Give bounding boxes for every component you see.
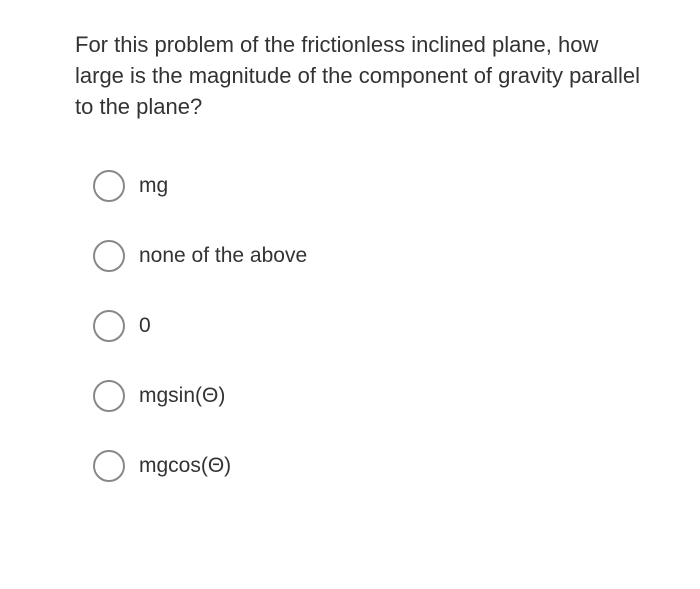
option-1[interactable]: mg bbox=[93, 170, 640, 202]
option-4[interactable]: mgsin(Θ) bbox=[93, 380, 640, 412]
option-2[interactable]: none of the above bbox=[93, 240, 640, 272]
option-label: mg bbox=[139, 174, 168, 198]
option-label: none of the above bbox=[139, 244, 307, 268]
option-label: mgsin(Θ) bbox=[139, 384, 225, 408]
radio-icon bbox=[93, 380, 125, 412]
option-5[interactable]: mgcos(Θ) bbox=[93, 450, 640, 482]
radio-icon bbox=[93, 240, 125, 272]
radio-icon bbox=[93, 310, 125, 342]
radio-icon bbox=[93, 450, 125, 482]
radio-icon bbox=[93, 170, 125, 202]
question-text: For this problem of the frictionless inc… bbox=[75, 30, 640, 122]
options-list: mg none of the above 0 mgsin(Θ) mgcos(Θ) bbox=[75, 170, 640, 482]
option-label: mgcos(Θ) bbox=[139, 454, 231, 478]
option-label: 0 bbox=[139, 314, 151, 338]
option-3[interactable]: 0 bbox=[93, 310, 640, 342]
